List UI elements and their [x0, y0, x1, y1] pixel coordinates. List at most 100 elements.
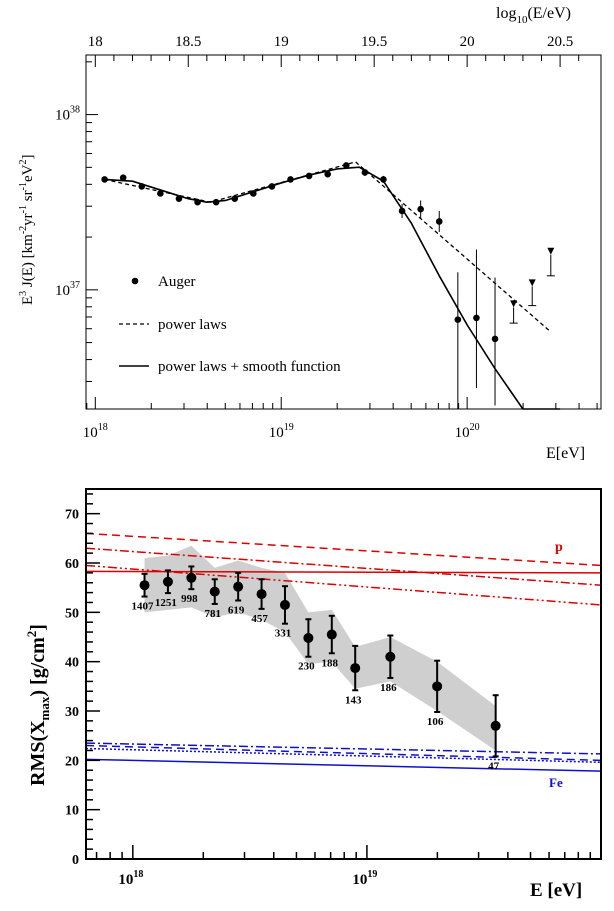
- proton-label: p: [555, 540, 563, 555]
- power-laws-line: [104, 161, 552, 333]
- model-line: [85, 564, 602, 606]
- legend-auger-label: Auger: [158, 274, 196, 290]
- y-tick-label: 1037: [55, 280, 80, 299]
- event-count-label: 47: [488, 760, 500, 772]
- auger-point: [119, 174, 127, 181]
- top-tick-label: 19.5: [361, 34, 387, 50]
- upper-limit-arrow: [510, 300, 518, 308]
- y-tick-label: 60: [65, 557, 79, 572]
- rms-point: [432, 681, 443, 692]
- rms-y-axis-title: RMS(Xmax) [g/cm2]: [24, 624, 52, 786]
- top-axis-title: log10(E/eV): [496, 5, 571, 26]
- auger-point: [287, 176, 294, 183]
- y-tick-label: 0: [72, 853, 79, 868]
- spectrum-y-axis-title: E3 J(E) [km-2yr-1 sr-1eV2]: [18, 155, 36, 305]
- y-tick-label: 20: [65, 754, 79, 769]
- rms-point: [162, 576, 173, 587]
- rms-y-axis: 0 10 20 30 40 50 60 70: [65, 493, 100, 868]
- legend-power-laws-label: power laws: [158, 317, 227, 333]
- x-tick-label: 1018: [83, 422, 108, 441]
- model-line: [85, 532, 602, 567]
- systematic-band: [144, 545, 496, 751]
- model-line: [85, 742, 602, 755]
- rms-point: [186, 572, 197, 583]
- auger-point: [138, 183, 146, 190]
- x-tick-label: 1018: [118, 869, 143, 888]
- auger-point: [250, 190, 257, 197]
- legend-auger-marker: [131, 277, 139, 285]
- spectrum-legend: Auger power laws power laws + smooth fun…: [119, 274, 341, 375]
- event-count-label: 186: [380, 682, 397, 694]
- event-count-label: 230: [298, 661, 315, 673]
- rms-point: [256, 589, 267, 600]
- rms-point: [490, 720, 501, 731]
- x-tick-label: 1019: [269, 422, 294, 441]
- auger-point: [454, 316, 462, 323]
- upper-limit-arrow: [528, 279, 536, 287]
- top-tick-label: 18: [88, 34, 103, 50]
- x-tick-label: 1019: [352, 869, 377, 888]
- rms-point: [279, 599, 290, 610]
- auger-point: [435, 218, 443, 225]
- auger-point: [268, 183, 276, 190]
- rms-x-axis-title: E [eV]: [530, 880, 582, 901]
- legend-smooth-label: power laws + smooth function: [158, 359, 341, 375]
- y-tick-label: 40: [65, 656, 79, 671]
- auger-point: [157, 190, 164, 197]
- model-line: [85, 570, 602, 574]
- model-line: [85, 744, 602, 762]
- auger-point: [324, 170, 331, 178]
- auger-point: [212, 198, 220, 206]
- event-count-label: 1251: [155, 597, 177, 609]
- auger-point: [231, 195, 239, 203]
- rms-point: [350, 663, 361, 674]
- event-count-label: 188: [322, 657, 339, 669]
- rms-point: [385, 651, 396, 662]
- spectrum-points-layer: [101, 162, 555, 409]
- event-count-label: 457: [251, 613, 268, 625]
- model-lines-layer: [85, 532, 602, 772]
- spectrum-bottom-axis: 1018 1019 1020: [83, 397, 598, 441]
- auger-point: [361, 169, 369, 176]
- y-tick-label: 70: [65, 508, 79, 523]
- spectrum-x-axis-title: E[eV]: [546, 445, 585, 462]
- top-tick-label: 20: [460, 34, 475, 50]
- auger-point: [473, 314, 480, 322]
- x-tick-label: 1020: [455, 422, 480, 441]
- spectrum-plot-frame: [85, 54, 602, 410]
- iron-label: Fe: [549, 775, 563, 790]
- auger-point: [491, 335, 499, 343]
- y-tick-label: 10: [65, 804, 79, 819]
- event-count-label: 106: [427, 716, 444, 728]
- y-tick-label: 1038: [55, 105, 80, 124]
- top-tick-label: 20.5: [547, 34, 573, 50]
- rms-point: [233, 581, 244, 592]
- y-tick-label: 50: [65, 606, 79, 621]
- event-count-label: 619: [228, 604, 245, 616]
- rms-panel: 1407 1251 998 781 619 457 331 230 188 143 186 106 47…: [24, 488, 602, 901]
- spectrum-panel: 1018 1019 1020 18 18.5 19 19.5 20 20.5 1037 1038…: [18, 5, 602, 462]
- auger-point: [175, 195, 183, 203]
- spectrum-left-axis: 1037 1038: [55, 61, 98, 382]
- event-count-label: 143: [345, 694, 362, 706]
- model-line: [85, 758, 602, 772]
- auger-point: [380, 176, 387, 183]
- rms-point: [303, 632, 314, 643]
- model-line: [85, 747, 602, 764]
- top-tick-label: 19: [274, 34, 289, 50]
- event-counts-layer: 1407 1251 998 781 619 457 331 230 188 143 186 106 47: [132, 593, 500, 772]
- upper-limit-arrow: [547, 247, 555, 255]
- event-count-label: 781: [205, 608, 222, 620]
- model-line: [85, 547, 602, 586]
- systematics-band-layer: [144, 545, 496, 751]
- auger-point: [305, 172, 313, 180]
- rms-point: [209, 586, 220, 597]
- event-count-label: 998: [181, 593, 198, 605]
- spectrum-top-axis: 18 18.5 19 19.5 20 20.5: [88, 34, 580, 67]
- auger-point: [101, 176, 108, 183]
- auger-point: [194, 198, 201, 206]
- event-count-label: 331: [275, 628, 292, 640]
- event-count-label: 1407: [132, 601, 155, 613]
- y-tick-label: 30: [65, 705, 79, 720]
